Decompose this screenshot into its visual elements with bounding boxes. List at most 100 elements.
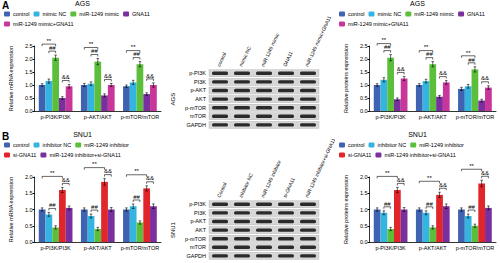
svg-text:miR-1249 inhibitor+si-GNA11: miR-1249 inhibitor+si-GNA11 xyxy=(49,152,120,158)
svg-text:2.0: 2.0 xyxy=(25,174,33,180)
svg-text:1.0: 1.0 xyxy=(25,82,33,88)
svg-text:1.0: 1.0 xyxy=(360,82,368,88)
svg-text:##: ## xyxy=(426,201,433,207)
svg-text:p-PI3K: p-PI3K xyxy=(189,201,206,207)
svg-text:##: ## xyxy=(133,51,140,57)
svg-text:SNU1: SNU1 xyxy=(408,131,427,138)
svg-text:AGS: AGS xyxy=(410,0,425,7)
svg-text:mTOR: mTOR xyxy=(190,113,206,119)
svg-text:p-PI3K/PI3K: p-PI3K/PI3K xyxy=(375,114,406,120)
svg-text:mimic NC: mimic NC xyxy=(43,11,67,17)
svg-text:control: control xyxy=(348,11,365,17)
svg-text:2.5: 2.5 xyxy=(360,43,368,49)
svg-text:p-mTOR: p-mTOR xyxy=(185,105,206,111)
svg-text:##: ## xyxy=(426,51,433,57)
svg-text:PI3K: PI3K xyxy=(194,210,206,216)
svg-text:mimic NC: mimic NC xyxy=(378,11,402,17)
svg-text:control: control xyxy=(13,142,30,148)
svg-text:**: ** xyxy=(89,41,94,47)
svg-text:&&: && xyxy=(104,168,112,174)
svg-text:2.0: 2.0 xyxy=(360,174,368,180)
svg-text:Relative proteins expression: Relative proteins expression xyxy=(343,175,349,244)
svg-text:inhibitor NC: inhibitor NC xyxy=(378,142,407,148)
svg-text:##: ## xyxy=(384,44,391,50)
svg-text:p-PI3K/PI3K: p-PI3K/PI3K xyxy=(375,245,406,251)
svg-text:&&: && xyxy=(104,73,112,79)
svg-text:miR-1249 inhibitor+si-GNA11: miR-1249 inhibitor+si-GNA11 xyxy=(303,137,335,198)
svg-text:##: ## xyxy=(468,57,475,63)
svg-text:Control: Control xyxy=(215,181,227,198)
svg-text:&&: && xyxy=(481,170,489,176)
svg-text:0.5: 0.5 xyxy=(25,223,33,229)
svg-text:control: control xyxy=(215,51,227,67)
svg-text:1.5: 1.5 xyxy=(360,190,368,196)
svg-text:mTOR: mTOR xyxy=(190,244,206,250)
svg-text:p-PI3K: p-PI3K xyxy=(189,70,206,76)
svg-text:miR-1249 mimic+GNA11: miR-1249 mimic+GNA11 xyxy=(13,21,74,27)
svg-text:0.5: 0.5 xyxy=(360,95,368,101)
svg-text:&&: && xyxy=(397,177,405,183)
svg-text:**: ** xyxy=(50,170,55,176)
svg-text:##: ## xyxy=(91,48,98,54)
svg-text:p-PI3K/PI3K: p-PI3K/PI3K xyxy=(40,245,71,251)
svg-text:miR-1249 inhibitor: miR-1249 inhibitor xyxy=(419,142,464,148)
svg-text:**: ** xyxy=(131,44,136,50)
svg-text:si-GNA11: si-GNA11 xyxy=(13,152,36,158)
svg-text:0.0: 0.0 xyxy=(25,108,33,114)
svg-text:p-mTOR/mTOR: p-mTOR/mTOR xyxy=(456,245,495,251)
svg-text:1.5: 1.5 xyxy=(360,69,368,75)
svg-text:&&: && xyxy=(397,66,405,72)
svg-text:0.5: 0.5 xyxy=(360,223,368,229)
svg-text:p-mTOR: p-mTOR xyxy=(185,236,206,242)
svg-text:GAPDH: GAPDH xyxy=(186,253,206,259)
svg-text:**: ** xyxy=(427,175,432,181)
svg-text:##: ## xyxy=(49,45,56,51)
svg-text:p-mTOR/mTOR: p-mTOR/mTOR xyxy=(121,114,160,120)
svg-text:control: control xyxy=(13,11,30,17)
svg-text:##: ## xyxy=(468,204,475,210)
svg-text:2.5: 2.5 xyxy=(25,43,33,49)
svg-text:miR-1249 mimic: miR-1249 mimic xyxy=(414,11,454,17)
svg-text:miR-1249 mimic: miR-1249 mimic xyxy=(79,11,119,17)
svg-text:Relative mRNA expression: Relative mRNA expression xyxy=(8,177,14,242)
svg-text:&&: && xyxy=(439,182,447,188)
svg-text:0.0: 0.0 xyxy=(360,108,368,114)
svg-text:**: ** xyxy=(469,163,474,169)
svg-text:**: ** xyxy=(424,44,429,50)
svg-text:p-PI3K/PI3K: p-PI3K/PI3K xyxy=(40,114,71,120)
svg-text:&&: && xyxy=(146,73,154,79)
svg-text:GNA11: GNA11 xyxy=(467,11,485,17)
svg-text:0.5: 0.5 xyxy=(25,95,33,101)
svg-text:1.5: 1.5 xyxy=(25,190,33,196)
svg-text:##: ## xyxy=(133,194,140,200)
svg-text:GNA11: GNA11 xyxy=(132,11,150,17)
svg-text:Relative proteins expression: Relative proteins expression xyxy=(343,44,349,113)
svg-text:**: ** xyxy=(385,170,390,176)
svg-text:2.0: 2.0 xyxy=(25,56,33,62)
svg-text:p-AKT: p-AKT xyxy=(190,218,206,224)
svg-text:p-mTOR/mTOR: p-mTOR/mTOR xyxy=(121,245,160,251)
svg-text:GNA11: GNA11 xyxy=(281,50,293,67)
svg-text:SNU1: SNU1 xyxy=(170,221,176,238)
svg-text:&&: && xyxy=(62,74,70,80)
svg-text:0.0: 0.0 xyxy=(25,239,33,245)
svg-text:AGS: AGS xyxy=(75,0,90,7)
svg-text:miR-1249 mimic+GNA11: miR-1249 mimic+GNA11 xyxy=(348,21,409,27)
svg-text:GAPDH: GAPDH xyxy=(186,122,206,128)
svg-text:p-AKT: p-AKT xyxy=(190,87,206,93)
svg-text:p-AKT/AKT: p-AKT/AKT xyxy=(84,114,112,120)
svg-text:mimic NC: mimic NC xyxy=(237,45,252,68)
svg-text:1.0: 1.0 xyxy=(360,207,368,213)
svg-text:&&: && xyxy=(439,70,447,76)
svg-text:AKT: AKT xyxy=(195,227,206,233)
svg-text:p-AKT/AKT: p-AKT/AKT xyxy=(419,114,447,120)
svg-text:si-GNA11: si-GNA11 xyxy=(281,176,296,198)
svg-text:0.0: 0.0 xyxy=(360,239,368,245)
svg-text:**: ** xyxy=(47,38,52,44)
svg-text:1.0: 1.0 xyxy=(25,207,33,213)
svg-text:miR-1249 inhibitor: miR-1249 inhibitor xyxy=(84,142,129,148)
svg-text:**: ** xyxy=(134,168,139,174)
svg-text:Relative mRNA expression: Relative mRNA expression xyxy=(8,46,14,111)
svg-text:##: ## xyxy=(49,202,56,208)
svg-text:si-GNA11: si-GNA11 xyxy=(348,152,371,158)
